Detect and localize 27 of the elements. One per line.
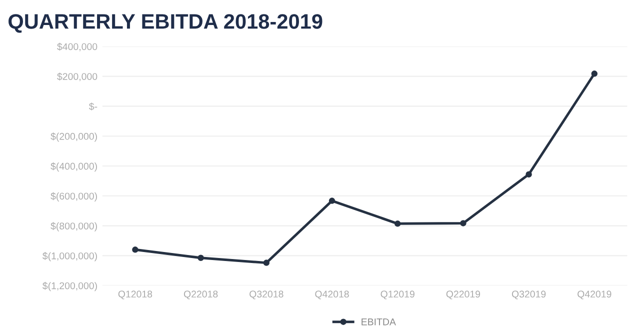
y-tick-label: $(200,000) (50, 132, 97, 142)
point (132, 246, 138, 253)
point (263, 260, 270, 266)
x-tick-label: Q12018 (118, 290, 152, 300)
y-tick-label: $- (89, 102, 98, 110)
y-tick-label: $(600,000) (50, 192, 97, 202)
point (460, 220, 466, 226)
x-tick-label: Q32019 (512, 290, 546, 300)
x-tick-label: Q22019 (446, 290, 480, 300)
legend-label: EBITDA (362, 318, 396, 326)
point (198, 254, 204, 262)
y-tick-label: $(1,000,000) (42, 252, 97, 262)
x-tick-label: Q42018 (315, 290, 349, 300)
y-tick-label: $(800,000) (50, 222, 97, 232)
y-tick-label: $(1,200,000) (42, 282, 97, 292)
chart-title: QUARTERLY EBITDA 2018-2019 (8, 14, 322, 33)
x-tick-label: Q12019 (380, 290, 414, 300)
x-tick-label: Q22018 (184, 290, 218, 300)
point (328, 198, 336, 204)
point (394, 220, 401, 227)
y-tick-label: $(400,000) (50, 162, 97, 172)
point (591, 70, 598, 77)
x-tick-label: Q42019 (578, 290, 612, 300)
y-tick-label: $400,000 (57, 42, 98, 52)
point (526, 171, 532, 178)
y-tick-label: $200,000 (57, 72, 98, 82)
x-tick-label: Q32018 (250, 290, 284, 300)
